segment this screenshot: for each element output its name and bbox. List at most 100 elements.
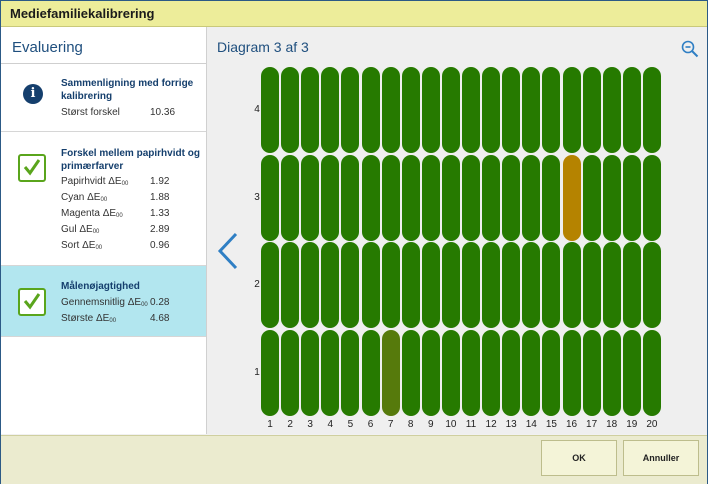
row-value: 4.68: [150, 313, 170, 324]
cell-r3-c18: [602, 155, 621, 241]
cell-r3-c16: [562, 155, 581, 241]
card-paper-vs-primaries[interactable]: Forskel mellem papirhvidt og primærfarve…: [1, 132, 206, 266]
cell-r1-c7: [381, 330, 400, 416]
cell-r4-c10: [441, 67, 460, 153]
cell-r4-c5: [341, 67, 360, 153]
cell-r4-c11: [462, 67, 480, 153]
cell-r3-c3: [301, 155, 320, 241]
column-label-15: 15: [545, 419, 557, 430]
cell-r1-c14: [522, 330, 541, 416]
column-label-12: 12: [485, 419, 497, 430]
card-title: Målenøjagtighed: [61, 281, 140, 292]
cell-r2-c8: [401, 242, 420, 328]
column-label-8: 8: [407, 419, 414, 430]
cell-r4-c6: [361, 67, 380, 153]
zoom-out-icon[interactable]: [681, 40, 699, 58]
cell-r2-c3: [301, 242, 320, 328]
check-icon: [18, 288, 46, 316]
cell-r4-c15: [542, 67, 561, 153]
cell-r4-c18: [602, 67, 621, 153]
cell-r1-c18: [602, 330, 621, 416]
card-measurement-accuracy[interactable]: Målenøjagtighed Gennemsnitlig ΔE00 0.28 …: [1, 266, 206, 337]
cell-r4-c19: [622, 67, 641, 153]
cell-r3-c1: [261, 155, 279, 241]
column-label-16: 16: [565, 419, 578, 430]
cancel-button[interactable]: Annuller: [623, 440, 699, 476]
column-label-14: 14: [525, 419, 537, 430]
cell-r4-c2: [281, 67, 300, 153]
column-label-20: 20: [646, 419, 658, 430]
row-label: Største ΔE00: [61, 313, 117, 324]
row-label-3: 3: [254, 192, 260, 203]
column-label-13: 13: [505, 419, 517, 430]
cell-r2-c20: [642, 242, 661, 328]
cell-r3-c19: [622, 155, 641, 241]
cell-r2-c14: [522, 242, 541, 328]
card-title: Sammenligning med forrige kalibrering: [61, 78, 194, 102]
row-label-4: 4: [254, 104, 260, 115]
window-title: Mediefamiliekalibrering: [10, 6, 155, 21]
cell-r2-c19: [622, 242, 641, 328]
cell-r1-c17: [582, 330, 601, 416]
column-label-18: 18: [606, 419, 618, 430]
cell-r2-c11: [462, 242, 480, 328]
ok-button[interactable]: OK: [541, 440, 617, 476]
cell-r3-c4: [321, 155, 340, 241]
info-icon: i: [23, 84, 43, 104]
cell-r3-c11: [462, 155, 480, 241]
cell-r3-c2: [281, 155, 300, 241]
divider: [1, 63, 206, 64]
row-label: Papirhvidt ΔE00: [61, 176, 129, 187]
column-label-1: 1: [267, 419, 273, 430]
cell-r4-c3: [301, 67, 320, 153]
cell-r4-c16: [562, 67, 581, 153]
cell-r2-c7: [381, 242, 400, 328]
card-comparison[interactable]: i Sammenligning med forrige kalibrering …: [1, 64, 206, 132]
cell-r3-c7: [381, 155, 400, 241]
cell-r3-c8: [401, 155, 420, 241]
cell-r4-c13: [502, 67, 521, 153]
previous-diagram-button[interactable]: [215, 231, 241, 271]
cell-r4-c4: [321, 67, 340, 153]
row-value: 1.92: [150, 176, 170, 187]
cell-r1-c15: [542, 330, 561, 416]
cell-r1-c3: [301, 330, 320, 416]
cell-r3-c15: [542, 155, 561, 241]
row-label: Cyan ΔE00: [61, 192, 108, 203]
cell-r4-c20: [642, 67, 661, 153]
cell-r1-c10: [441, 330, 460, 416]
check-icon: [18, 154, 46, 182]
cell-r2-c6: [361, 242, 380, 328]
row-label: Sort ΔE00: [61, 240, 103, 251]
cell-r3-c5: [341, 155, 360, 241]
cell-r1-c4: [321, 330, 340, 416]
column-label-2: 2: [287, 419, 293, 430]
cell-r2-c15: [542, 242, 561, 328]
cell-r2-c18: [602, 242, 621, 328]
cell-r1-c5: [341, 330, 360, 416]
cell-r3-c14: [522, 155, 541, 241]
chevron-left-icon: [217, 232, 238, 270]
footer-bar: OK Annuller: [1, 435, 707, 484]
cell-r3-c6: [361, 155, 380, 241]
cell-r4-c1: [261, 67, 279, 153]
row-value: 10.36: [150, 107, 176, 118]
cell-r2-c10: [441, 242, 460, 328]
cell-r1-c16: [562, 330, 581, 416]
cell-r1-c1: [261, 330, 279, 416]
cell-r1-c19: [622, 330, 641, 416]
cell-r3-c13: [502, 155, 521, 241]
row-label-2: 2: [254, 279, 260, 290]
cell-r3-c17: [582, 155, 601, 241]
cell-r1-c20: [642, 330, 661, 416]
cell-r2-c17: [582, 242, 601, 328]
column-label-11: 11: [465, 419, 477, 430]
column-label-9: 9: [428, 419, 434, 430]
row-value: 1.88: [150, 192, 170, 203]
row-value: 2.89: [150, 224, 170, 235]
cell-r3-c10: [441, 155, 460, 241]
title-bar: Mediefamiliekalibrering: [1, 1, 707, 27]
column-label-19: 19: [626, 419, 638, 430]
column-label-7: 7: [387, 419, 394, 430]
